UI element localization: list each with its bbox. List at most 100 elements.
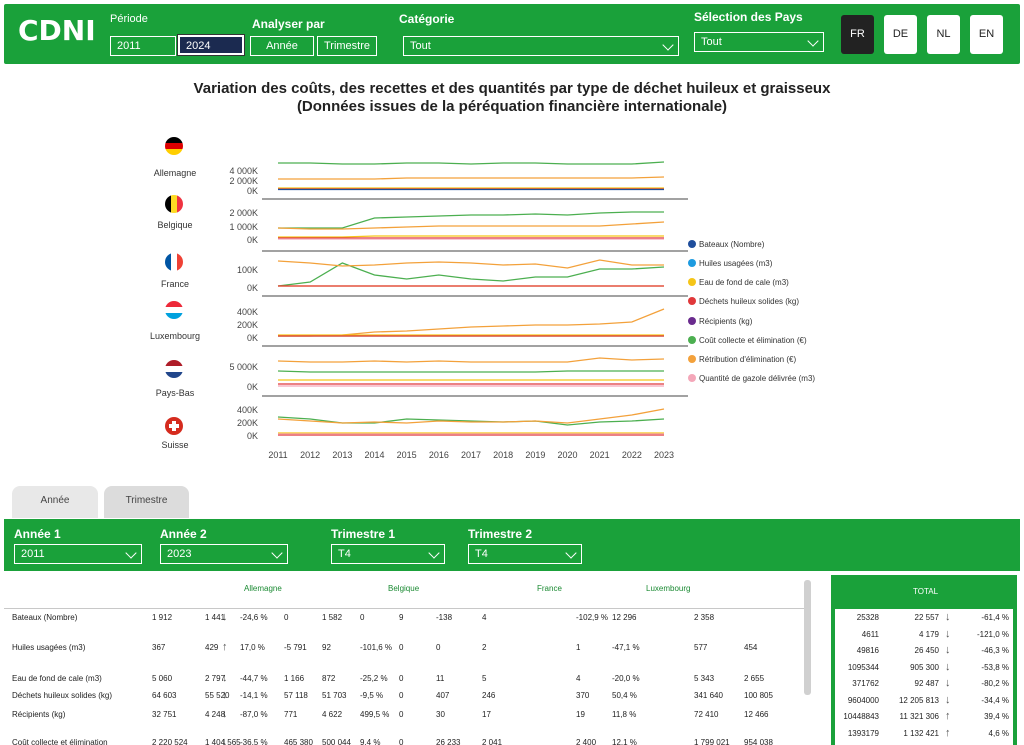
country-select-label: Sélection des Pays xyxy=(694,10,803,24)
quarter2-select[interactable]: T4 xyxy=(468,544,582,564)
table-cell: 1 166 xyxy=(284,674,305,683)
table-cell: 2 358 xyxy=(694,613,715,622)
arrow-up-icon: ↑ xyxy=(945,726,951,739)
table-cell: 0 xyxy=(436,643,441,652)
table-cell: 872 xyxy=(322,674,336,683)
column-header: Allemagne xyxy=(244,584,282,593)
legend-dot-icon xyxy=(688,240,696,248)
row-label: Récipients (kg) xyxy=(12,710,66,719)
table-cell: 17,0 % xyxy=(240,643,265,652)
table-cell: -5 791 xyxy=(284,643,307,652)
analyse-quarter-button[interactable]: Trimestre xyxy=(317,36,377,56)
y-tick-label: 1 000K xyxy=(229,222,258,232)
legend-item: Huiles usagées (m3) xyxy=(688,259,772,268)
table-cell: -20,0 % xyxy=(612,674,640,683)
total-cell: 371762 xyxy=(852,679,879,688)
y-tick-label: 400K xyxy=(236,405,258,415)
analyse-label: Analyser par xyxy=(252,17,325,31)
year2-select[interactable]: 2023 xyxy=(160,544,288,564)
table-cell: 429 xyxy=(205,643,219,652)
legend-dot-icon xyxy=(688,297,696,305)
arrow-up-icon: ↑ xyxy=(945,710,951,722)
switzerland-flag-icon xyxy=(165,417,183,435)
chevron-down-icon xyxy=(565,547,577,559)
x-tick-label: 2011 xyxy=(268,450,287,460)
total-cell: 11 321 306 xyxy=(899,712,939,721)
legend-dot-icon xyxy=(688,355,696,363)
legend-item: Déchets huileux solides (kg) xyxy=(688,297,799,306)
table-cell: 407 xyxy=(436,691,450,700)
total-cell: 4611 xyxy=(861,629,879,639)
luxembourg-flag-icon xyxy=(165,301,183,319)
lang-de-button[interactable]: DE xyxy=(884,15,917,54)
total-cell: 905 300 xyxy=(910,662,939,672)
x-tick-label: 2012 xyxy=(300,450,320,460)
total-cell: -61,4 % xyxy=(981,613,1009,622)
table-cell: 1 xyxy=(576,643,581,652)
table-cell: 11 xyxy=(436,674,445,683)
series-line-luxembourg-6 xyxy=(278,308,665,337)
y-tick-label: 4 000K xyxy=(229,166,258,176)
quarter2-value: T4 xyxy=(475,548,488,560)
table-cell: 341 640 xyxy=(694,691,723,700)
table-cell: 370 xyxy=(576,691,590,700)
x-tick-label: 2016 xyxy=(429,450,449,460)
table-cell: 499,5 % xyxy=(360,710,390,719)
table-cell: -44,7 % xyxy=(240,674,268,683)
x-tick-label: 2022 xyxy=(622,450,642,460)
y-tick-label: 0K xyxy=(246,431,258,441)
quarter1-select[interactable]: T4 xyxy=(331,544,445,564)
country-name: France xyxy=(160,279,189,289)
country-name: Belgique xyxy=(157,220,193,230)
table-cell: 465 380 xyxy=(284,738,313,745)
arrow-down-icon: ↓ xyxy=(945,627,951,640)
legend-item: Rétribution d'élimination (€) xyxy=(688,355,796,364)
legend-dot-icon xyxy=(688,278,696,286)
category-select[interactable]: Tout xyxy=(403,36,679,56)
table-cell: 4 xyxy=(576,674,581,683)
series-line-belgique-6 xyxy=(277,221,665,230)
table-cell: 0 xyxy=(399,738,404,745)
period-to-input[interactable]: 2024 xyxy=(177,34,245,56)
table-cell: 50,4 % xyxy=(612,691,637,700)
table-cell: 2 220 524 xyxy=(152,738,188,745)
year1-select[interactable]: 2011 xyxy=(14,544,142,564)
total-cell: 9604000 xyxy=(847,695,879,705)
country-select[interactable]: Tout xyxy=(694,32,824,52)
period-from-input[interactable]: 2011 xyxy=(110,36,176,56)
chevron-down-icon xyxy=(125,547,137,559)
year1-value: 2011 xyxy=(21,548,45,560)
tab-quarter[interactable]: Trimestre xyxy=(104,486,189,518)
x-tick-label: 2023 xyxy=(654,450,674,460)
country-name: Luxembourg xyxy=(149,331,201,341)
table-cell: 19 xyxy=(576,710,585,719)
arrow-up-icon: ↑ xyxy=(222,641,228,653)
table-cell: 246 xyxy=(482,691,496,700)
table-cell: -14,1 % xyxy=(240,691,268,700)
table-cell: 500 044 xyxy=(322,738,351,745)
y-tick-label: 0K xyxy=(246,235,258,245)
lang-en-button[interactable]: EN xyxy=(970,15,1003,54)
tab-year[interactable]: Année xyxy=(12,486,98,518)
table-cell: -36,5 % xyxy=(240,738,268,745)
table-cell: -9,5 % xyxy=(360,691,384,700)
total-cell: 49816 xyxy=(856,646,879,655)
legend-item: Bateaux (Nombre) xyxy=(688,240,764,249)
table-cell: 5 xyxy=(482,674,487,683)
table-cell: 2 797 xyxy=(205,674,226,683)
table-cell: 9 xyxy=(399,613,404,622)
table-cell: 2 xyxy=(482,643,487,652)
analyse-year-button[interactable]: Année xyxy=(250,36,314,56)
lang-fr-button[interactable]: FR xyxy=(841,15,874,54)
comparison-filter-bar: Année 1 2011 Année 2 2023 Trimestre 1 T4… xyxy=(4,519,1020,571)
country-name: Allemagne xyxy=(153,168,197,178)
period-label: Période xyxy=(110,13,148,25)
total-cell: 4,6 % xyxy=(988,728,1009,738)
total-cell: 26 450 xyxy=(914,646,939,655)
chevron-down-icon xyxy=(271,547,283,559)
table-cell: 1 441 xyxy=(205,613,226,622)
table-cell: 12 296 xyxy=(612,613,637,622)
table-cell: 51 703 xyxy=(322,691,347,700)
lang-nl-button[interactable]: NL xyxy=(927,15,960,54)
table-scrollbar[interactable] xyxy=(804,580,811,695)
